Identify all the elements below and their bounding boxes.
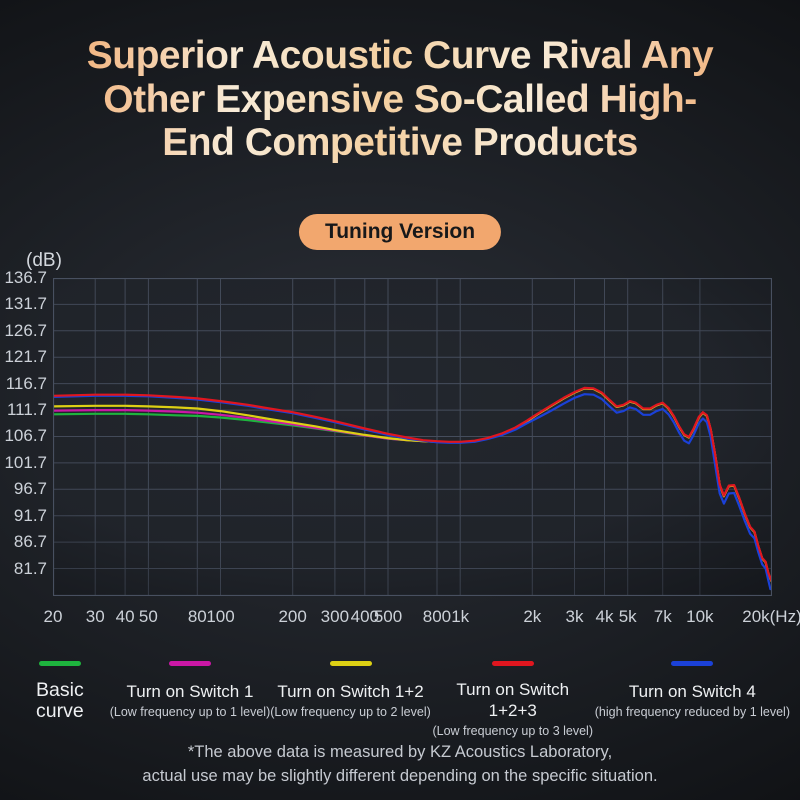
disclaimer-note: *The above data is measured by KZ Acoust… bbox=[0, 741, 800, 789]
y-tick-label: 131.7 bbox=[4, 294, 47, 314]
y-tick-label: 91.7 bbox=[13, 505, 47, 525]
x-tick-label: 80 bbox=[187, 607, 207, 626]
y-tick-label: 81.7 bbox=[13, 558, 47, 578]
y-tick-label: 126.7 bbox=[4, 320, 47, 340]
legend-sublabel: (Low frequency up to 1 level) bbox=[109, 705, 271, 719]
y-tick-label: 111.7 bbox=[6, 400, 47, 420]
legend-color-dash bbox=[329, 661, 372, 666]
legend-sublabel: (high frequency reduced by 1 level) bbox=[594, 705, 790, 719]
y-tick-label: 106.7 bbox=[4, 426, 47, 446]
legend-item-switch1: Turn on Switch 1 (Low frequency up to 1 l… bbox=[110, 661, 271, 740]
x-tick-label: 20k(Hz) bbox=[742, 607, 800, 626]
legend-sublabel: (Low frequency up to 3 level) bbox=[432, 724, 593, 738]
disclaimer-line-2: actual use may be slightly different dep… bbox=[142, 766, 658, 785]
legend-text: Basic curve bbox=[10, 679, 110, 723]
tuning-version-badge: Tuning Version bbox=[298, 214, 502, 250]
legend-color-dash bbox=[671, 661, 714, 666]
x-tick-label: 40 bbox=[115, 607, 135, 626]
legend-color-dash bbox=[38, 661, 81, 666]
x-tick-label: 20 bbox=[43, 607, 63, 626]
x-tick-label: 4k bbox=[595, 607, 614, 626]
x-tick-label: 30 bbox=[85, 607, 105, 626]
y-axis-unit-label: (dB) bbox=[26, 250, 62, 271]
x-tick-label: 2k bbox=[523, 607, 542, 626]
title-line-3: End Competitive Products bbox=[162, 121, 638, 165]
y-tick-label: 136.7 bbox=[4, 268, 47, 287]
title-line-2: Other Expensive So-Called High- bbox=[103, 77, 697, 121]
legend-label: Basic curve bbox=[36, 679, 84, 722]
x-tick-label: 100 bbox=[206, 607, 235, 626]
legend-color-dash bbox=[168, 661, 211, 666]
legend-text: Turn on Switch 1 (Low frequency up to 1 l… bbox=[110, 679, 271, 723]
title-line-1: Superior Acoustic Curve Rival Any bbox=[86, 34, 714, 77]
x-tick-label: 3k bbox=[565, 607, 584, 626]
legend-item-switch123: Turn on Switch 1+2+3 (Low frequency up to… bbox=[431, 661, 595, 740]
legend-label: Turn on Switch 4 bbox=[628, 682, 756, 701]
legend-label: Turn on Switch 1 bbox=[126, 682, 254, 701]
legend-text: Turn on Switch 1+2 (Low frequency up to 2… bbox=[270, 679, 431, 723]
plot-vignette bbox=[53, 278, 772, 596]
plot-border bbox=[53, 278, 772, 596]
disclaimer-line-1: *The above data is measured by KZ Acoust… bbox=[187, 743, 613, 761]
frequency-response-chart bbox=[53, 278, 772, 596]
legend-item-basic: Basic curve bbox=[10, 661, 110, 740]
x-tick-label: 5k bbox=[618, 607, 637, 626]
x-tick-label: 500 bbox=[373, 607, 403, 626]
y-tick-label: 86.7 bbox=[13, 532, 47, 552]
x-tick-label: 10k bbox=[686, 607, 714, 626]
x-tick-label: 200 bbox=[278, 607, 307, 626]
legend-label: Turn on Switch 1+2 bbox=[277, 682, 424, 701]
x-tick-label: 7k bbox=[653, 607, 672, 626]
x-tick-label: 50 bbox=[138, 607, 158, 626]
legend-text: Turn on Switch 1+2+3 (Low frequency up to… bbox=[431, 679, 595, 740]
y-tick-label: 121.7 bbox=[4, 347, 47, 367]
chart-canvas bbox=[53, 278, 772, 596]
legend-item-switch4: Turn on Switch 4 (high frequency reduced … bbox=[595, 661, 790, 740]
legend-label: Turn on Switch 1+2+3 bbox=[456, 680, 570, 720]
page-title: Superior Acoustic Curve Rival Any Other … bbox=[0, 34, 800, 165]
legend-sublabel: (Low frequency up to 2 level) bbox=[270, 705, 431, 719]
x-tick-label: 400 bbox=[350, 607, 379, 626]
curve-switch123 bbox=[53, 386, 772, 582]
x-tick-label: 800 bbox=[422, 607, 452, 626]
legend-color-dash bbox=[491, 661, 534, 666]
y-tick-label: 96.7 bbox=[13, 479, 47, 499]
legend-item-switch12: Turn on Switch 1+2 (Low frequency up to 2… bbox=[270, 661, 431, 740]
y-tick-label: 116.7 bbox=[5, 373, 47, 393]
x-tick-label: 300 bbox=[320, 607, 350, 626]
legend-text: Turn on Switch 4 (high frequency reduced … bbox=[595, 679, 790, 723]
y-tick-label: 101.7 bbox=[4, 452, 47, 472]
x-tick-label: 1k bbox=[451, 607, 470, 626]
legend: Basic curve Turn on Switch 1 (Low frequenc… bbox=[0, 661, 800, 740]
